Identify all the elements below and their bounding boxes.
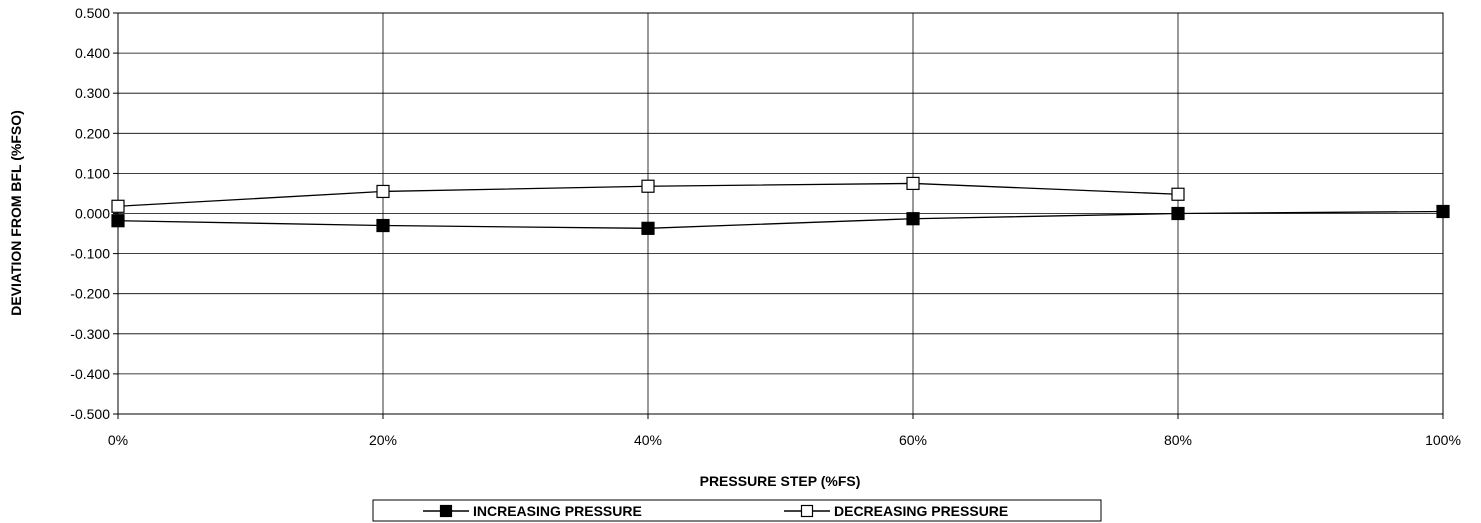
legend-label: INCREASING PRESSURE (473, 503, 642, 519)
legend-entry: INCREASING PRESSURE (423, 503, 642, 519)
x-axis-title: PRESSURE STEP (%FS) (700, 473, 861, 489)
y-tick-label: 0.500 (75, 5, 110, 21)
data-point (1171, 206, 1185, 221)
legend-label: DECREASING PRESSURE (834, 503, 1008, 519)
legend-entry: DECREASING PRESSURE (784, 503, 1008, 519)
y-tick-label: 0.400 (75, 45, 110, 61)
data-point (1436, 204, 1450, 219)
y-tick-label: -0.300 (70, 326, 110, 342)
data-point (111, 199, 125, 213)
x-tick-label: 20% (369, 432, 397, 448)
y-tick-label: 0.000 (75, 206, 110, 222)
legend-box (372, 499, 1102, 522)
legend-marker (800, 504, 814, 518)
grid-lines (113, 12, 1444, 419)
x-tick-label: 60% (899, 432, 927, 448)
y-axis-tick-labels: 0.500 0.400 0.300 0.200 0.100 0.000 -0.100 -0.2… (70, 5, 110, 422)
legend-marker (439, 504, 453, 518)
data-point (641, 179, 655, 193)
legend: INCREASING PRESSURE DECREASING PRESSURE (372, 499, 1102, 522)
series-increasing-pressure (111, 204, 1450, 235)
y-tick-label: -0.200 (70, 286, 110, 302)
legend-items: INCREASING PRESSURE DECREASING PRESSURE (423, 503, 1008, 519)
data-point (641, 221, 655, 235)
series-line (117, 210, 1444, 229)
y-tick-label: -0.100 (70, 246, 110, 262)
y-tick-label: 0.200 (75, 125, 110, 141)
data-point (906, 176, 920, 191)
data-point (906, 212, 920, 226)
series-lines (111, 176, 1450, 235)
y-tick-label: -0.400 (70, 366, 110, 382)
data-point (376, 184, 390, 199)
x-tick-label: 40% (634, 432, 662, 448)
x-tick-label: 80% (1164, 432, 1192, 448)
x-tick-label: 100% (1425, 432, 1461, 448)
data-point (111, 214, 125, 228)
x-tick-label: 0% (108, 432, 128, 448)
y-tick-label: 0.100 (75, 165, 110, 181)
data-point (1171, 187, 1185, 201)
y-tick-label: -0.500 (70, 406, 110, 422)
y-tick-label: 0.300 (75, 85, 110, 101)
series-decreasing-pressure (111, 176, 1185, 213)
x-axis-tick-labels: 0% 20% 40% 60% 80% 100% (108, 432, 1461, 448)
data-point (376, 218, 390, 233)
y-axis-title: DEVIATION FROM BFL (%FSO) (8, 110, 24, 316)
